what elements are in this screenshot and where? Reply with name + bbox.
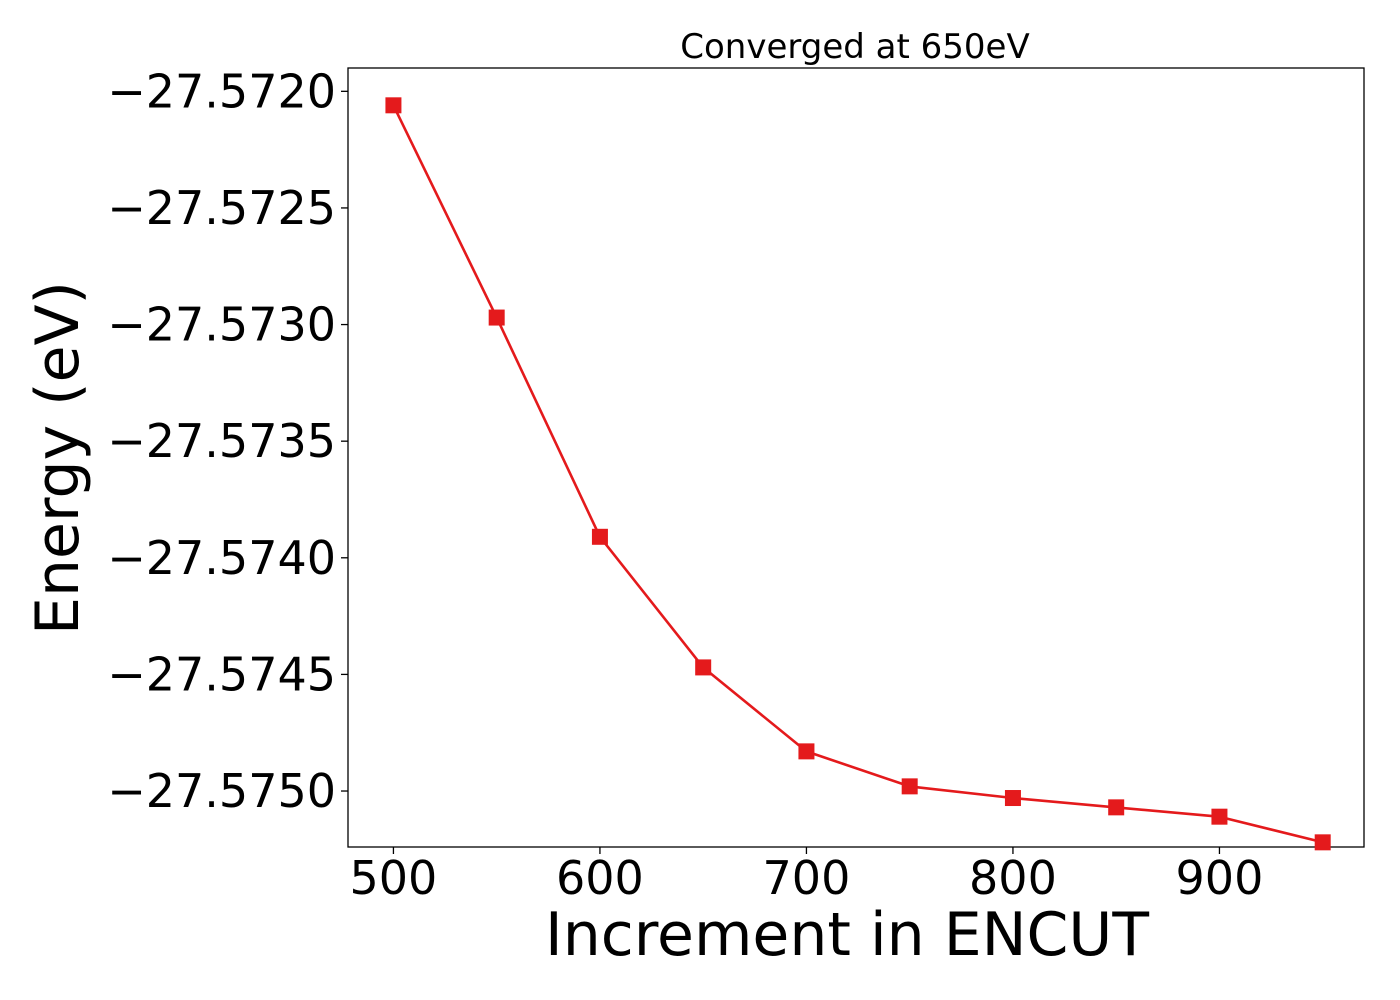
y-tick-label: −27.5745 [107,647,336,701]
data-point [385,97,402,114]
y-axis: −27.5720 −27.5725 −27.5730 −27.5735 −27.5740… [107,64,348,818]
data-point [798,743,815,760]
x-tick-label: 500 [350,851,438,905]
x-tick-label: 900 [1176,851,1264,905]
y-tick-label: −27.5720 [107,64,336,118]
data-point [1314,834,1331,851]
plot-frame [347,67,1365,848]
x-tick-label: 700 [763,851,851,905]
y-tick-label: −27.5725 [107,181,336,235]
y-tick-label: −27.5740 [107,531,336,585]
data-point [1211,808,1228,825]
data-point [1004,790,1021,807]
data-point [695,659,712,676]
data-point [901,778,918,795]
series-line [392,104,1324,844]
x-axis-label: Increment in ENCUT [545,900,1149,970]
y-tick-label: −27.5735 [107,414,336,468]
y-tick-label: −27.5730 [107,298,336,352]
x-axis: 500 600 700 800 900 [350,847,1264,905]
x-tick-label: 800 [969,851,1057,905]
plot-area [347,67,1365,848]
y-axis-label: Energy (eV) [23,281,93,635]
chart-title: Converged at 650eV [680,27,1029,67]
y-tick-label: −27.5750 [107,764,336,818]
data-point [488,309,505,326]
x-tick-label: 600 [556,851,644,905]
data-point [1108,799,1125,816]
data-point [591,528,608,545]
series-layer [385,97,1331,851]
